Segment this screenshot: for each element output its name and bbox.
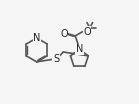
Text: N: N	[33, 33, 40, 43]
Text: O: O	[60, 29, 68, 39]
Text: O: O	[83, 27, 91, 37]
Text: S: S	[53, 54, 59, 64]
Text: N: N	[76, 44, 83, 54]
